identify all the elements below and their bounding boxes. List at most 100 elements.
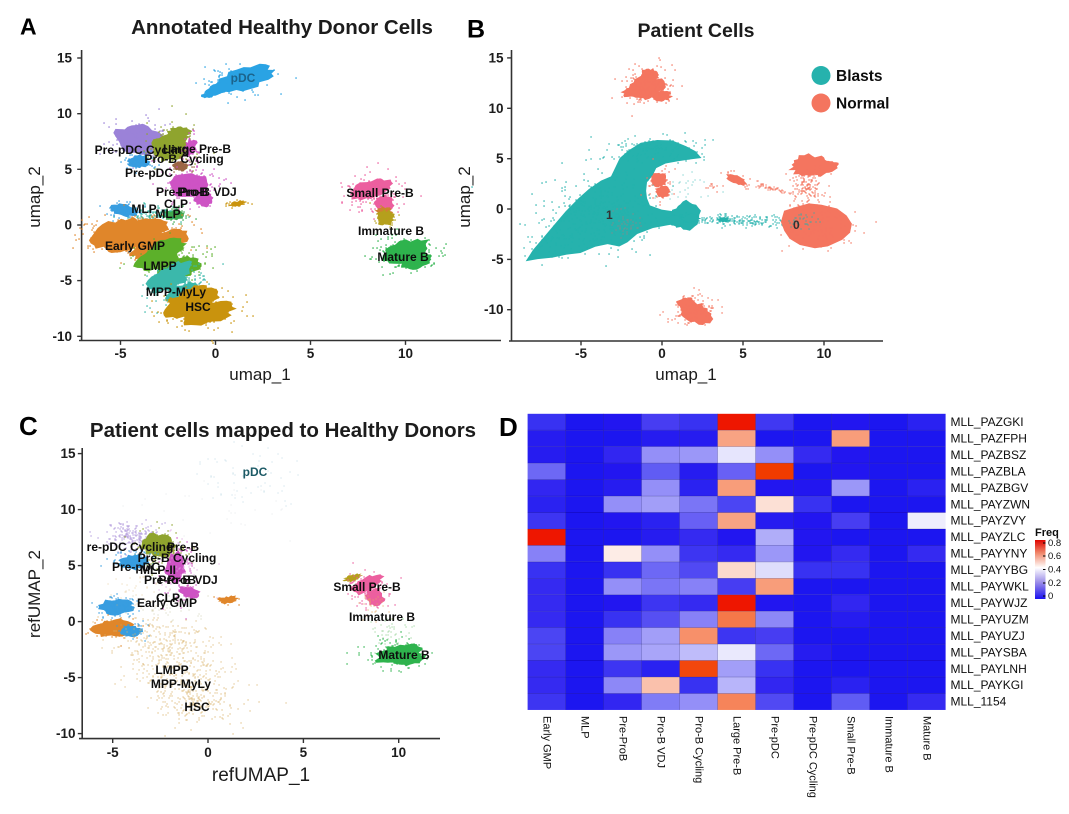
svg-text:Pro-B VDJ: Pro-B VDJ — [177, 185, 236, 199]
svg-text:MLL_PAZBGV: MLL_PAZBGV — [951, 481, 1029, 495]
svg-text:refUMAP_1: refUMAP_1 — [212, 765, 310, 786]
svg-text:10: 10 — [57, 106, 72, 121]
svg-text:Pre-ProB: Pre-ProB — [156, 185, 208, 199]
svg-text:0.2: 0.2 — [1048, 578, 1061, 589]
svg-text:5: 5 — [300, 745, 308, 760]
svg-text:10: 10 — [398, 346, 413, 361]
svg-text:MPP-MyLy: MPP-MyLy — [146, 285, 207, 299]
svg-text:Pre-pDC Cycling: Pre-pDC Cycling — [807, 716, 819, 798]
svg-text:5: 5 — [496, 151, 504, 166]
svg-text:0.8: 0.8 — [1048, 538, 1061, 549]
svg-text:Large Pre-B: Large Pre-B — [731, 716, 743, 775]
svg-text:MLP-II: MLP-II — [140, 563, 176, 577]
svg-text:15: 15 — [57, 51, 73, 66]
svg-text:umap_1: umap_1 — [229, 365, 290, 384]
svg-text:5: 5 — [64, 162, 72, 177]
svg-text:MLL_PAZGKI: MLL_PAZGKI — [951, 415, 1024, 429]
svg-text:Small Pre-B: Small Pre-B — [346, 186, 414, 200]
svg-text:Patient Cells: Patient Cells — [637, 20, 754, 42]
svg-text:10: 10 — [816, 346, 831, 361]
svg-text:umap_1: umap_1 — [655, 365, 716, 384]
svg-text:A: A — [20, 14, 37, 40]
svg-text:5: 5 — [68, 558, 76, 573]
svg-text:MLL_PAYWJZ: MLL_PAYWJZ — [951, 596, 1028, 610]
svg-text:-5: -5 — [63, 670, 75, 685]
svg-text:Pro-B Cycling: Pro-B Cycling — [144, 152, 223, 166]
svg-text:5: 5 — [307, 346, 315, 361]
svg-text:Pre-ProB: Pre-ProB — [617, 716, 629, 761]
svg-text:0: 0 — [64, 218, 72, 233]
svg-text:-10: -10 — [52, 329, 72, 344]
svg-text:MLL_PAYSBA: MLL_PAYSBA — [951, 645, 1027, 659]
svg-text:Pre-B: Pre-B — [167, 540, 199, 554]
svg-text:-10: -10 — [484, 302, 504, 317]
svg-text:HSC: HSC — [185, 300, 211, 314]
svg-text:MLL_PAYWKL: MLL_PAYWKL — [951, 580, 1030, 594]
svg-text:CLP: CLP — [164, 197, 188, 211]
svg-text:Early GMP: Early GMP — [137, 596, 197, 610]
svg-text:C: C — [19, 411, 38, 441]
svg-text:MLL_PAYYNY: MLL_PAYYNY — [951, 547, 1028, 561]
svg-text:MLL_PAZBLA: MLL_PAZBLA — [951, 464, 1026, 478]
svg-text:-5: -5 — [60, 273, 72, 288]
svg-text:refUMAP_2: refUMAP_2 — [25, 550, 44, 638]
svg-text:Pro-B Cycling: Pro-B Cycling — [693, 716, 705, 783]
svg-text:Mature B: Mature B — [377, 250, 429, 264]
svg-text:LMPP: LMPP — [155, 663, 188, 677]
svg-text:Pro-B VDJ: Pro-B VDJ — [655, 716, 667, 768]
svg-text:Pre-pDC Cycling: Pre-pDC Cycling — [95, 143, 190, 157]
svg-text:MLP: MLP — [155, 207, 180, 221]
svg-text:0: 0 — [1048, 591, 1053, 602]
svg-text:MLL_PAYLNH: MLL_PAYLNH — [951, 662, 1027, 676]
svg-text:Pre-ProB: Pre-ProB — [144, 573, 196, 587]
svg-text:-5: -5 — [114, 346, 126, 361]
svg-text:0: 0 — [496, 202, 504, 217]
svg-text:MLP: MLP — [579, 716, 591, 739]
svg-text:Patient cells mapped to Health: Patient cells mapped to Healthy Donors — [90, 419, 476, 442]
svg-text:CLP: CLP — [156, 591, 180, 605]
svg-text:15: 15 — [488, 50, 504, 65]
svg-text:Immature B: Immature B — [349, 610, 415, 624]
svg-text:umap_2: umap_2 — [455, 166, 474, 227]
svg-text:B: B — [467, 16, 485, 44]
svg-text:10: 10 — [60, 502, 75, 517]
svg-text:pDC: pDC — [243, 465, 268, 479]
svg-text:10: 10 — [391, 745, 406, 760]
svg-text:-5: -5 — [575, 346, 587, 361]
svg-text:MLL_PAYKGI: MLL_PAYKGI — [951, 678, 1024, 692]
svg-text:re-pDC Cycling: re-pDC Cycling — [87, 540, 174, 554]
svg-text:-5: -5 — [107, 745, 119, 760]
svg-text:Immature B: Immature B — [883, 716, 895, 773]
svg-text:-5: -5 — [491, 252, 503, 267]
svg-text:1: 1 — [606, 208, 613, 222]
svg-text:0.6: 0.6 — [1048, 551, 1061, 562]
svg-text:MLL_PAZFPH: MLL_PAZFPH — [951, 432, 1027, 446]
svg-text:Pre-pDC: Pre-pDC — [125, 166, 173, 180]
svg-text:MLL_PAYUZJ: MLL_PAYUZJ — [951, 629, 1025, 643]
svg-text:Pro-B VDJ: Pro-B VDJ — [158, 573, 217, 587]
svg-text:MPP-MyLy: MPP-MyLy — [151, 677, 212, 691]
svg-text:0: 0 — [658, 346, 666, 361]
svg-text:Immature B: Immature B — [358, 224, 424, 238]
svg-text:5: 5 — [739, 346, 747, 361]
svg-text:Small Pre-B: Small Pre-B — [333, 580, 401, 594]
svg-text:MLL_1154: MLL_1154 — [951, 695, 1007, 709]
svg-text:MLL_PAYYBG: MLL_PAYYBG — [951, 563, 1029, 577]
svg-text:0.4: 0.4 — [1048, 565, 1061, 576]
svg-text:LMPP: LMPP — [143, 259, 176, 273]
svg-text:Pre-B Cycling: Pre-B Cycling — [138, 551, 217, 565]
svg-text:MLL_PAYUZM: MLL_PAYUZM — [951, 612, 1029, 626]
svg-text:Small Pre-B: Small Pre-B — [845, 716, 857, 775]
svg-text:MLL_PAYZWN: MLL_PAYZWN — [951, 497, 1031, 511]
svg-text:pDC: pDC — [231, 71, 256, 85]
svg-text:MLL_PAZBSZ: MLL_PAZBSZ — [951, 448, 1027, 462]
svg-text:Mature B: Mature B — [378, 648, 430, 662]
svg-text:Blasts: Blasts — [836, 68, 883, 85]
svg-text:Normal: Normal — [836, 96, 889, 113]
svg-text:Pre-pDC: Pre-pDC — [769, 716, 781, 759]
svg-text:0: 0 — [793, 218, 800, 232]
svg-text:MLP: MLP — [131, 202, 156, 216]
svg-text:Annotated Healthy Donor Cells: Annotated Healthy Donor Cells — [131, 16, 433, 39]
svg-text:Early GMP: Early GMP — [541, 716, 553, 769]
svg-text:MLL_PAYZVY: MLL_PAYZVY — [951, 514, 1027, 528]
